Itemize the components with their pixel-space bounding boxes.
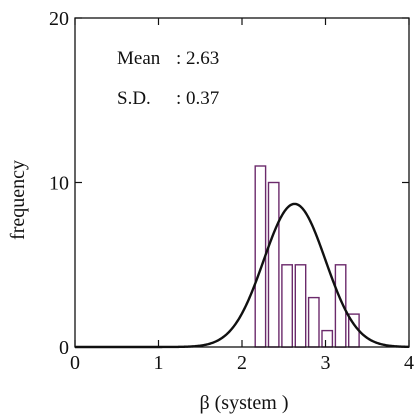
histogram-bar-2: [267, 181, 280, 348]
histogram-bar-5: [307, 296, 320, 348]
y-tick-label-0: 0: [59, 337, 69, 359]
x-tick-label-3: 3: [321, 352, 331, 374]
sd-annotation-label: S.D.: [117, 88, 151, 109]
y-tick-label-2: 20: [49, 8, 69, 30]
x-tick-label-1: 1: [154, 352, 164, 374]
x-tick-label-0: 0: [70, 352, 80, 374]
x-axis-label: β (system ): [199, 392, 288, 414]
mean-annotation-value: : 2.63: [176, 48, 219, 69]
y-axis-label: frequency: [7, 160, 29, 240]
sd-annotation-value: : 0.37: [176, 88, 219, 109]
mean-annotation-label: Mean: [117, 48, 161, 69]
axis-ticks: [74, 17, 410, 348]
y-tick-label-1: 10: [49, 173, 69, 195]
x-tick-label-2: 2: [237, 352, 247, 374]
x-tick-label-4: 4: [404, 352, 414, 374]
histogram-bar-3: [281, 264, 293, 348]
tick-labels: 0 1 2 3 4 0 10 20: [49, 8, 414, 374]
histogram-bars: [254, 165, 360, 348]
histogram-bar-4: [294, 264, 307, 348]
histogram-bar-6: [321, 329, 334, 348]
